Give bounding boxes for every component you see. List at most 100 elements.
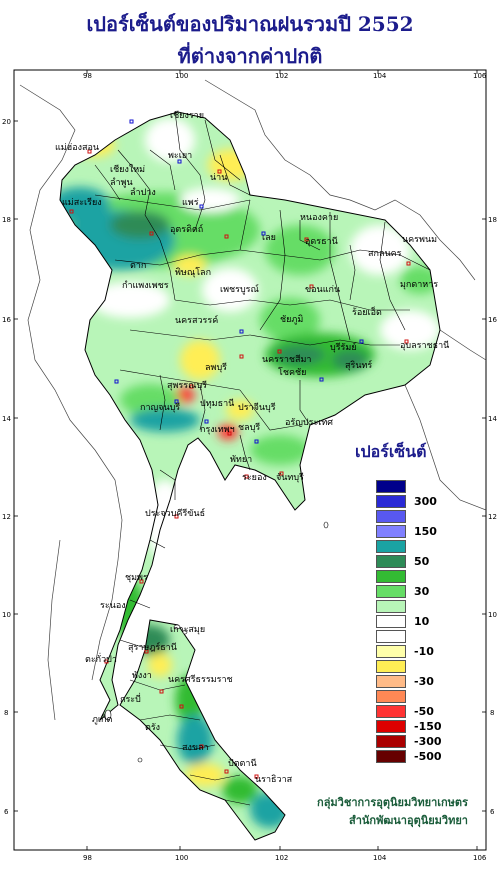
islands [104, 521, 329, 763]
thailand-outline [59, 111, 441, 841]
station-markers [69, 119, 411, 779]
province-label: เลย [262, 233, 276, 243]
neighbor-borders [19, 79, 487, 721]
legend-swatch [376, 540, 406, 553]
x-tick-label-top: 98 [83, 72, 92, 80]
y-tick-label-left: 16 [2, 316, 11, 324]
province-label: ตะกั่วป่า [85, 652, 117, 665]
province-label: จันทบุรี [276, 472, 304, 483]
province-label: ชัยภูมิ [280, 314, 303, 325]
y-tick-label-right: 18 [488, 216, 497, 224]
legend-swatch [376, 615, 406, 628]
province-label: ลำปาง [130, 187, 156, 198]
legend-swatch [376, 735, 406, 748]
province-label: ระยอง [242, 473, 267, 483]
legend-swatch [376, 480, 406, 493]
province-label: น่าน [210, 173, 227, 183]
province-label: สงขลา [182, 743, 209, 753]
map-subtitle: ที่ต่างจากค่าปกติ [177, 44, 323, 68]
x-tick-label-bottom: 106 [473, 854, 487, 862]
province-label: ตาก [130, 261, 146, 271]
legend-label: -30 [414, 675, 434, 688]
province-label: เพชรบูรณ์ [220, 283, 259, 295]
province-label: บุรีรัมย์ [330, 341, 357, 353]
x-tick-label-top: 106 [473, 72, 487, 80]
legend-swatch [376, 630, 406, 643]
province-label: ระนอง [100, 601, 126, 611]
axis-ticks [14, 70, 486, 850]
y-tick-label-left: 14 [2, 415, 11, 423]
province-label: โชคชัย [278, 367, 306, 378]
province-label: อุบลราชธานี [400, 340, 449, 351]
province-label: ปทุมธานี [200, 398, 234, 409]
province-label: กระบี่ [120, 692, 141, 705]
province-label: กำแพงเพชร [122, 280, 169, 291]
province-label: ปัตตานี [228, 758, 257, 769]
legend-swatch [376, 570, 406, 583]
legend-label: -10 [414, 645, 434, 658]
y-tick-label-left: 20 [2, 118, 11, 126]
legend-swatch [376, 600, 406, 613]
province-label: นราธิวาส [255, 774, 293, 785]
x-tick-label-bottom: 104 [373, 854, 387, 862]
legend-label: 30 [414, 585, 430, 598]
province-label: ภูเก็ต [92, 712, 112, 725]
province-label: ชุมพร [125, 573, 148, 583]
province-label: นครสวรรค์ [175, 314, 218, 326]
legend-label: -150 [414, 720, 442, 733]
legend-swatch [376, 525, 406, 538]
province-label: พัทยา [230, 455, 252, 465]
y-tick-label-left: 6 [4, 808, 9, 816]
legend-label: 10 [414, 615, 430, 628]
y-tick-label-right: 8 [490, 709, 494, 717]
province-label: สุพรรณบุรี [167, 380, 207, 391]
province-label: ลพบุรี [205, 362, 227, 373]
province-label: สุราษฎร์ธานี [128, 641, 177, 653]
map-title: เปอร์เซ็นต์ของปริมาณฝนรวมปี 2552 [86, 12, 414, 36]
legend-swatch [376, 750, 406, 763]
legend-swatch [376, 585, 406, 598]
y-tick-label-left: 18 [2, 216, 11, 224]
legend-swatch [376, 690, 406, 703]
axis-labels: 98 100 102 104 106 98 100 102 104 106 20… [2, 72, 497, 862]
province-label: ปราจีนบุรี [238, 402, 276, 413]
province-label: เกาะสมุย [170, 625, 205, 635]
y-tick-label-right: 14 [488, 415, 497, 423]
legend-swatch [376, 675, 406, 688]
y-tick-label-right: 10 [488, 611, 497, 619]
y-tick-label-right: 16 [488, 316, 497, 324]
legend-swatch [376, 645, 406, 658]
legend-swatch [376, 495, 406, 508]
x-tick-label-top: 102 [275, 72, 288, 80]
y-tick-label-left: 8 [4, 709, 8, 717]
province-boundaries [94, 111, 431, 806]
legend-label: -50 [414, 705, 434, 718]
legend-title: เปอร์เซ็นต์ [355, 442, 427, 461]
province-label: สกลนคร [368, 249, 402, 259]
province-label: ตรัง [145, 723, 160, 733]
province-label: ขอนแก่น [305, 285, 340, 295]
province-label: กาญจนบุรี [140, 402, 180, 413]
y-tick-label-left: 12 [2, 513, 11, 521]
x-tick-label-top: 104 [373, 72, 387, 80]
province-label: ลำพูน [110, 177, 133, 188]
legend-label: -500 [414, 750, 442, 763]
province-label: มุกดาหาร [400, 280, 438, 290]
y-tick-label-right: 12 [488, 513, 497, 521]
province-label: แพร่ [182, 198, 199, 208]
province-label: อุตรดิตถ์ [170, 223, 203, 235]
credit-line-1: กลุ่มวิชาการอุตุนิยมวิทยาเกษตร [317, 796, 468, 809]
x-tick-label-top: 100 [175, 72, 188, 80]
legend-label: 300 [414, 495, 437, 508]
legend-swatch [376, 720, 406, 733]
province-label: พะเยา [168, 151, 192, 161]
legend-swatch [376, 555, 406, 568]
legend-label: -300 [414, 735, 442, 748]
province-label: นครราชสีมา [262, 354, 311, 365]
legend-label: 50 [414, 555, 430, 568]
province-label: อุดรธานี [305, 236, 338, 247]
y-tick-label-left: 10 [2, 611, 11, 619]
province-labels: เชียงราย แม่ฮ่องสอน พะเยา เชียงใหม่ ลำพู… [55, 110, 449, 785]
legend-swatch [376, 705, 406, 718]
